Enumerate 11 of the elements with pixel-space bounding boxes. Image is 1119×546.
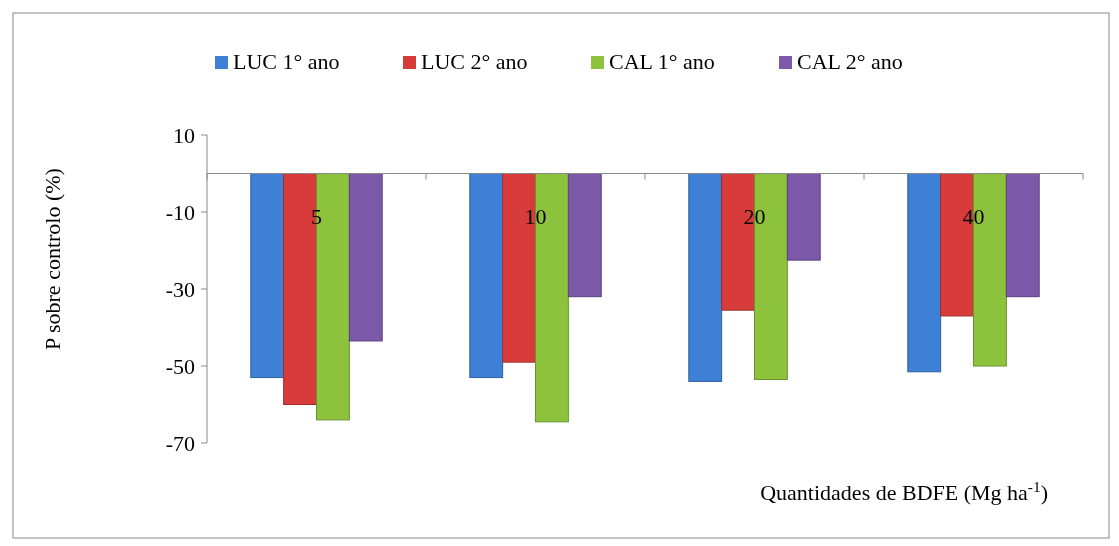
y-tick-label: -10 <box>165 199 195 225</box>
y-tick-label: -50 <box>165 353 195 379</box>
legend-label: CAL 1° ano <box>609 49 715 74</box>
y-axis-title: P sobre controlo (%) <box>40 168 65 350</box>
y-tick-label: 10 <box>173 122 195 148</box>
legend-label: LUC 1° ano <box>233 49 340 74</box>
y-tick-label: -30 <box>165 276 195 302</box>
x-axis-title: Quantidades de BDFE (Mg ha$^{-1}$) <box>760 477 1048 505</box>
legend-label: LUC 2° ano <box>421 49 528 74</box>
legend-label: CAL 2° ano <box>797 49 903 74</box>
y-tick-label: -70 <box>165 430 195 456</box>
